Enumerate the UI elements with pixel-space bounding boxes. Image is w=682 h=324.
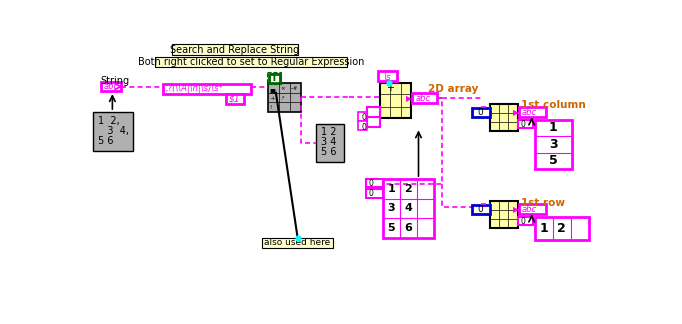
Bar xyxy=(380,83,411,118)
Text: 3  4,: 3 4, xyxy=(98,126,129,136)
Text: abc: abc xyxy=(522,205,537,214)
Bar xyxy=(490,201,518,228)
Text: ▶: ▶ xyxy=(513,205,518,214)
Text: ▶: ▶ xyxy=(513,108,518,117)
Text: 2D array: 2D array xyxy=(428,84,478,94)
Text: 0: 0 xyxy=(369,179,374,188)
Bar xyxy=(358,121,368,130)
Text: 1  2,: 1 2, xyxy=(98,116,119,126)
Text: 0: 0 xyxy=(361,123,366,132)
Bar xyxy=(262,237,333,248)
Text: String: String xyxy=(101,76,130,86)
Text: 0: 0 xyxy=(361,113,366,122)
Bar xyxy=(226,94,244,104)
Text: ,?(\\A|\n|\s)\s*: ,?(\\A|\n|\s)\s* xyxy=(166,85,224,93)
Text: !: ! xyxy=(269,105,271,110)
Text: ▶: ▶ xyxy=(406,94,411,103)
Text: 3: 3 xyxy=(387,203,395,213)
Bar xyxy=(101,82,121,91)
Text: Both right clicked to set to Regular Expression: Both right clicked to set to Regular Exp… xyxy=(138,57,364,67)
Text: 1: 1 xyxy=(539,222,548,235)
Text: ~#: ~# xyxy=(290,86,298,91)
Text: 2: 2 xyxy=(557,222,566,235)
Text: 3 4: 3 4 xyxy=(321,137,336,147)
Bar xyxy=(472,108,490,117)
Text: abc: abc xyxy=(522,108,537,117)
Bar xyxy=(490,104,518,131)
Bar xyxy=(519,204,546,214)
Bar xyxy=(366,179,383,188)
Bar xyxy=(93,112,133,151)
Bar xyxy=(472,205,490,214)
Text: 2: 2 xyxy=(404,184,413,194)
Text: 0: 0 xyxy=(369,189,374,198)
Text: also used here: also used here xyxy=(265,238,331,248)
Bar xyxy=(379,71,397,81)
Text: 5 6: 5 6 xyxy=(321,147,336,157)
Text: \s: \s xyxy=(384,72,391,81)
Text: Search and Replace String: Search and Replace String xyxy=(170,45,299,55)
Bar xyxy=(267,72,281,84)
Bar xyxy=(172,44,297,55)
Text: 5 6: 5 6 xyxy=(98,136,113,146)
Bar xyxy=(535,120,572,169)
Bar xyxy=(535,217,589,240)
Text: 0: 0 xyxy=(477,108,484,117)
Bar xyxy=(519,108,546,117)
Text: 1st row: 1st row xyxy=(521,198,565,207)
Text: 1 2: 1 2 xyxy=(321,127,336,137)
Text: 1st column: 1st column xyxy=(521,100,586,110)
Text: +: + xyxy=(386,83,394,93)
Text: 4: 4 xyxy=(404,203,413,213)
Text: 0: 0 xyxy=(521,120,526,129)
Text: abc: abc xyxy=(103,82,119,91)
Text: ■: ■ xyxy=(269,88,275,93)
Text: 5: 5 xyxy=(387,223,395,233)
Text: T: T xyxy=(271,73,278,83)
Bar xyxy=(368,117,380,127)
Bar xyxy=(368,108,380,117)
Bar xyxy=(316,123,344,162)
Text: 1: 1 xyxy=(549,122,558,134)
Bar xyxy=(163,84,251,94)
Bar xyxy=(155,57,347,67)
Text: .*: .* xyxy=(280,96,285,101)
Bar xyxy=(358,112,368,121)
Text: 1: 1 xyxy=(387,184,396,194)
Text: 3: 3 xyxy=(549,138,558,151)
Text: ×: × xyxy=(280,86,285,91)
Bar xyxy=(366,189,383,198)
Text: abc: abc xyxy=(415,94,430,103)
Text: 0: 0 xyxy=(521,217,526,226)
Bar xyxy=(413,93,437,103)
Bar xyxy=(383,179,434,237)
Text: 0: 0 xyxy=(477,205,484,214)
Text: $1: $1 xyxy=(229,94,241,103)
Bar xyxy=(518,217,533,225)
Bar xyxy=(518,120,533,128)
Bar xyxy=(269,74,280,83)
Text: ·+: ·+ xyxy=(269,96,276,101)
Bar xyxy=(268,83,301,112)
Text: 5: 5 xyxy=(549,154,558,167)
Text: 6: 6 xyxy=(404,223,413,233)
